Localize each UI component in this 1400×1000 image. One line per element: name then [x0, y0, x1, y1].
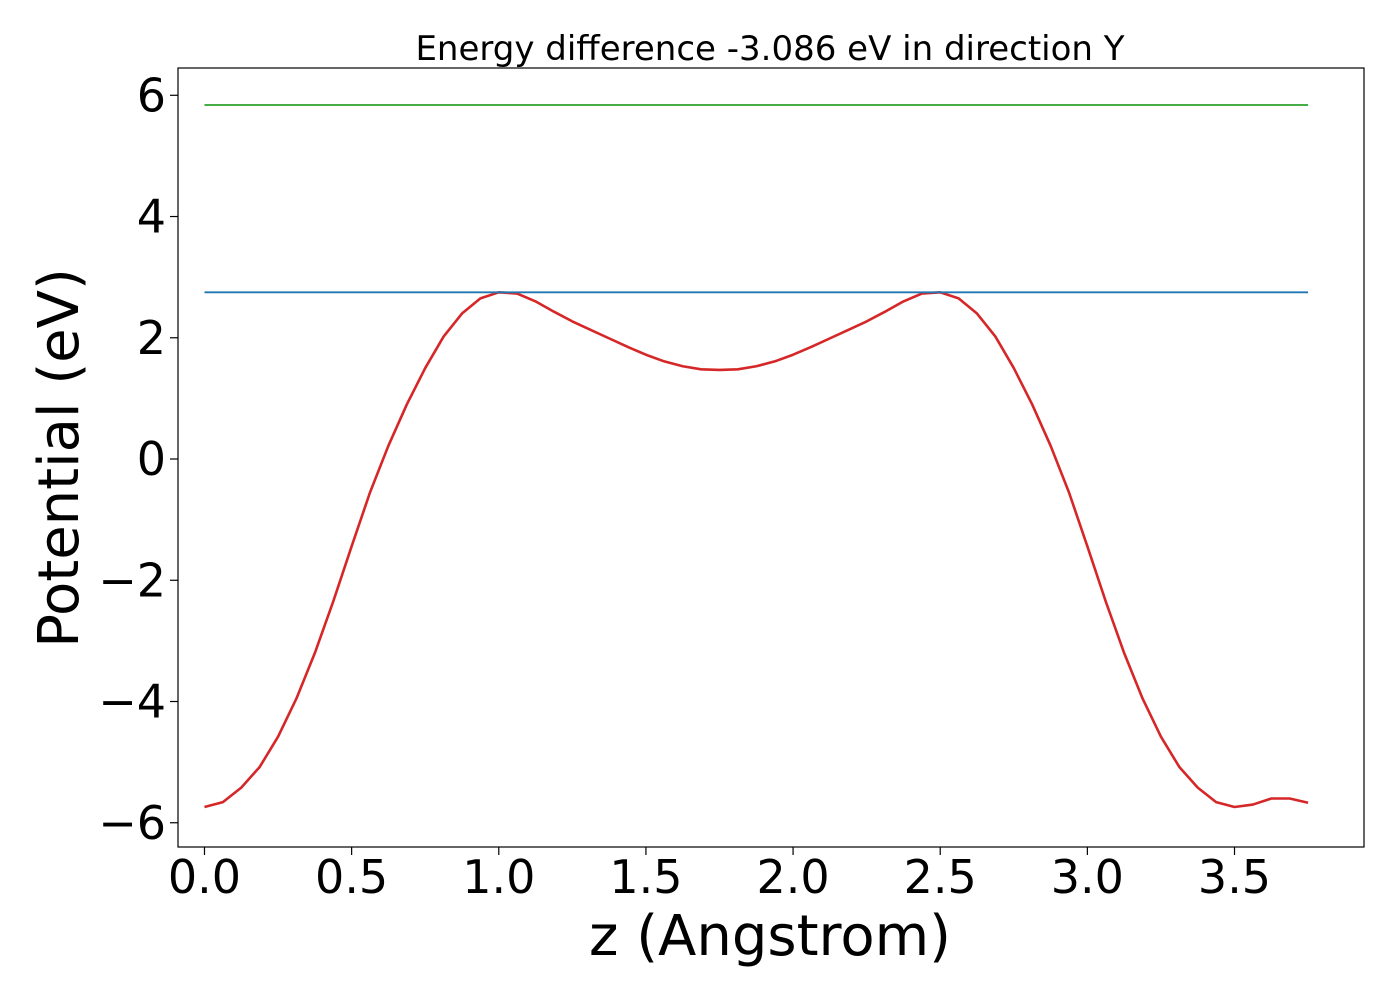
- plot-area: [177, 67, 1365, 848]
- chart-title: Energy difference -3.086 eV in direction…: [415, 29, 1124, 69]
- x-tick-label: 2.0: [756, 850, 829, 904]
- y-tick-label: −6: [98, 796, 166, 850]
- x-tick-label: 1.0: [462, 850, 535, 904]
- x-tick-label: 3.0: [1051, 850, 1124, 904]
- x-tick-label: 1.5: [609, 850, 682, 904]
- x-tick-label: 2.5: [904, 850, 977, 904]
- y-tick-label: 4: [137, 190, 166, 244]
- x-axis: 0.0 0.5 1.0 1.5 2.0 2.5 3.0 3.5: [168, 847, 1271, 904]
- y-axis: 6 4 2 0 −2 −4 −6: [98, 68, 178, 850]
- x-axis-label: z (Angstrom): [589, 904, 951, 969]
- y-axis-label: Potential (eV): [27, 268, 92, 648]
- x-tick-label: 0.0: [168, 850, 241, 904]
- potential-line: [204, 290, 1309, 809]
- y-tick-label: 2: [137, 311, 166, 365]
- series-layer: [204, 104, 1309, 809]
- y-tick-label: 6: [137, 68, 166, 122]
- y-tick-label: 0: [137, 432, 166, 486]
- y-tick-label: −2: [98, 553, 166, 607]
- x-tick-label: 0.5: [315, 850, 388, 904]
- y-tick-label: −4: [98, 675, 166, 729]
- x-tick-label: 3.5: [1198, 850, 1271, 904]
